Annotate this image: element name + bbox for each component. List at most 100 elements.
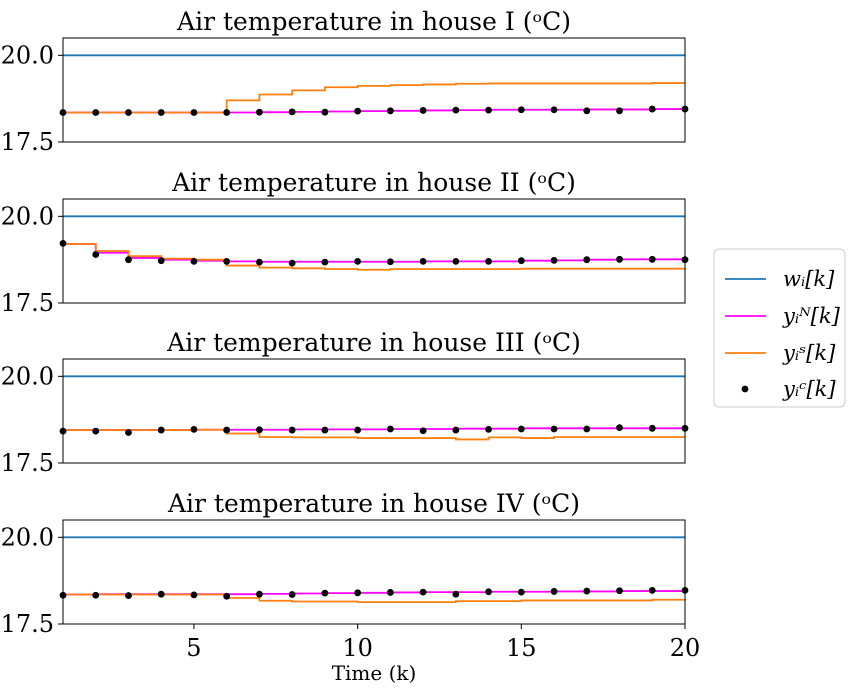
data-point [452,258,460,265]
data-point [157,257,165,265]
data-point [616,424,623,432]
data-point [583,425,591,433]
data-point [386,425,394,433]
data-point [517,588,525,596]
data-point [157,426,165,434]
y-tick-label: 20.0 [1,202,54,230]
data-point [386,589,394,596]
data-point [616,107,623,115]
data-point [583,256,591,264]
axes-frame [62,37,686,143]
data-point [223,258,231,265]
data-point [288,259,296,267]
data-point [550,425,558,433]
data-point [256,426,263,434]
panel-4: Air temperature in house IV (ᵒC) 17.5 20.0 [1,489,689,638]
axes-frame [62,198,686,304]
data-point [190,591,198,599]
panel-title: Air temperature in house I (ᵒC) [176,7,571,36]
data-point [648,105,656,113]
legend-label: yᵢˢ[k] [782,341,836,365]
panel-3: Air temperature in house III (ᵒC) 17.5 20.… [1,328,689,477]
data-point [157,109,165,116]
data-point [452,106,460,114]
x-tick-label: 15 [506,634,537,662]
data-point [485,588,492,596]
data-point [354,589,362,597]
data-point [125,256,132,264]
series-line-yS [63,593,686,604]
data-point [321,258,329,266]
series-line-yS [63,82,685,114]
data-point [223,426,231,434]
data-point [616,255,623,263]
panel-title: Air temperature in house III (ᵒC) [166,328,581,357]
legend-box [713,248,846,408]
data-point [354,258,362,265]
data-point [190,425,198,433]
panel-1: Air temperature in house I (ᵒC) 17.5 20.0 [1,7,689,156]
data-point [125,592,132,599]
data-point [256,258,263,266]
data-point [157,590,165,598]
x-tick-label: 5 [186,634,201,662]
panel-title: Air temperature in house IV (ᵒC) [167,489,580,518]
x-axis-label: Time (k) [332,661,417,685]
y-tick-label: 17.5 [1,610,54,638]
data-point [583,107,591,115]
series-line-yN [63,243,686,263]
y-tick-label: 17.5 [1,128,54,156]
x-tick-label: 10 [342,634,373,662]
y-tick-label: 20.0 [1,41,54,69]
data-point [550,106,558,114]
data-point [92,109,100,116]
data-point [256,108,263,116]
data-point [550,588,558,595]
data-point [419,258,427,265]
data-point [419,588,427,596]
data-point [321,589,329,597]
data-point [485,258,492,265]
data-point [517,425,525,433]
y-tick-label: 17.5 [1,449,54,477]
y-tick-label: 20.0 [1,523,54,551]
series-line-yS [63,428,685,441]
legend-label: wᵢ[k] [783,267,835,291]
data-point [288,108,296,116]
data-point [419,107,427,114]
data-point [125,109,132,116]
data-point [550,256,558,264]
data-point [616,587,623,595]
data-point [386,107,394,115]
y-tick-label: 17.5 [1,289,54,317]
data-point [419,427,427,435]
data-point [354,107,362,115]
legend: wᵢ[k] yᵢᴺ[k] yᵢˢ[k] yᵢᶜ[k] [713,248,846,408]
data-point [223,592,231,600]
data-point [125,429,132,436]
legend-label: yᵢᴺ[k] [782,304,841,328]
data-point [485,425,492,433]
data-point [485,106,492,114]
panel-title: Air temperature in house II (ᵒC) [171,168,576,197]
data-point [386,258,394,266]
data-point [648,586,656,594]
data-point [256,590,263,598]
data-point [517,106,525,114]
data-point [92,251,100,258]
data-point [452,590,460,598]
data-point [288,426,296,434]
data-point [190,109,198,116]
data-point [288,591,296,598]
axes-frame [62,519,686,625]
data-point [583,587,591,595]
data-point [452,426,460,434]
data-point [354,426,362,434]
data-point [321,426,329,434]
data-point [648,424,656,432]
axes-frame [62,358,686,464]
series-line-yS [63,243,686,271]
panel-2: Air temperature in house II (ᵒC) 17.5 20.0 [1,168,689,317]
data-point [223,109,231,116]
